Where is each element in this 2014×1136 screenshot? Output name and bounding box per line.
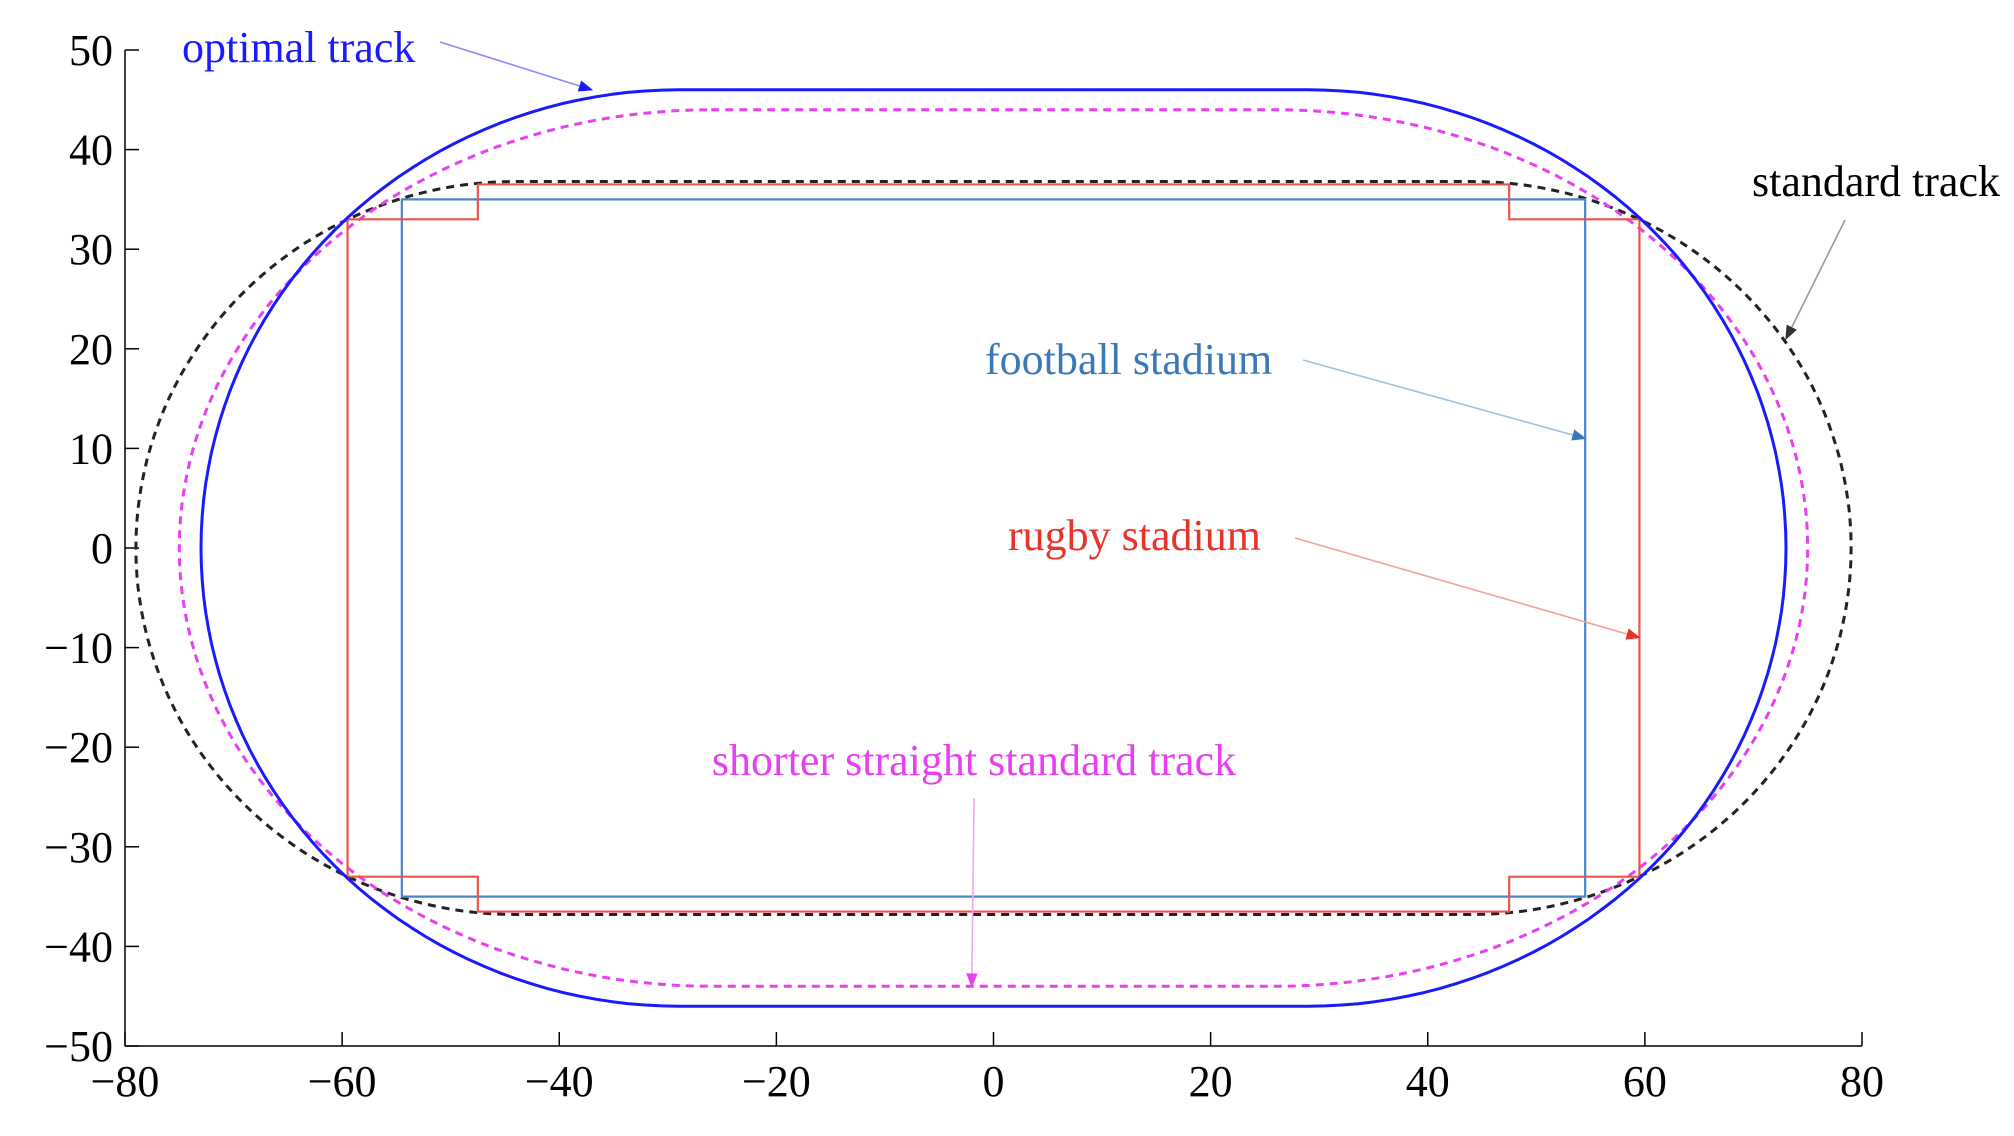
series-rugby-stadium bbox=[346, 183, 1641, 913]
x-tick-label: 20 bbox=[1189, 1057, 1233, 1106]
annotation-label-standard-track: standard track bbox=[1752, 157, 2000, 206]
x-tick-label: −40 bbox=[525, 1057, 594, 1106]
y-tick-label: 30 bbox=[69, 225, 113, 274]
series-standard-track bbox=[134, 180, 1853, 916]
annotation-label-rugby-stadium: rugby stadium bbox=[1008, 511, 1261, 560]
series-shorter-straight-standard-track bbox=[177, 108, 1810, 988]
axes: 50 40 30 20 10 0 −10 −20 −30 −40 −50 −80 −60 −40 −20 0… bbox=[44, 26, 1884, 1106]
x-tick-label: −60 bbox=[308, 1057, 377, 1106]
y-tick-label: −20 bbox=[44, 723, 113, 772]
y-tick-label: 50 bbox=[69, 26, 113, 75]
x-tick-label: −80 bbox=[91, 1057, 160, 1106]
x-tick-label: 0 bbox=[983, 1057, 1005, 1106]
annotation-label-shorter-straight-standard-track: shorter straight standard track bbox=[712, 736, 1236, 785]
y-ticks: 50 40 30 20 10 0 −10 −20 −30 −40 −50 bbox=[44, 26, 139, 1071]
x-ticks: −80 −60 −40 −20 0 20 40 60 80 bbox=[91, 1032, 1884, 1106]
annotation-arrow-optimal-track bbox=[439, 41, 594, 92]
y-tick-label: −40 bbox=[44, 922, 113, 971]
x-tick-label: 40 bbox=[1406, 1057, 1450, 1106]
annotation-arrow-shorter-straight-standard-track bbox=[966, 797, 978, 988]
y-tick-label: 0 bbox=[91, 524, 113, 573]
annotation-arrow-standard-track bbox=[1785, 219, 1846, 341]
y-tick-label: 40 bbox=[69, 126, 113, 175]
series-layer bbox=[134, 88, 1853, 1008]
annotation-layer: optimal track standard track football stad… bbox=[182, 23, 2000, 988]
annotation-arrow-football-stadium bbox=[1302, 359, 1587, 441]
y-tick-label: 10 bbox=[69, 424, 113, 473]
series-optimal-track bbox=[199, 88, 1788, 1008]
annotation-label-optimal-track: optimal track bbox=[182, 23, 415, 72]
annotation-label-football-stadium: football stadium bbox=[985, 335, 1272, 384]
y-tick-label: −30 bbox=[44, 823, 113, 872]
x-tick-label: 60 bbox=[1623, 1057, 1667, 1106]
y-tick-label: −50 bbox=[44, 1022, 113, 1071]
series-football-stadium bbox=[400, 198, 1587, 898]
y-tick-label: −10 bbox=[44, 624, 113, 673]
y-tick-label: 20 bbox=[69, 325, 113, 374]
annotation-arrow-rugby-stadium bbox=[1294, 537, 1641, 640]
x-tick-label: 80 bbox=[1840, 1057, 1884, 1106]
x-tick-label: −20 bbox=[742, 1057, 811, 1106]
